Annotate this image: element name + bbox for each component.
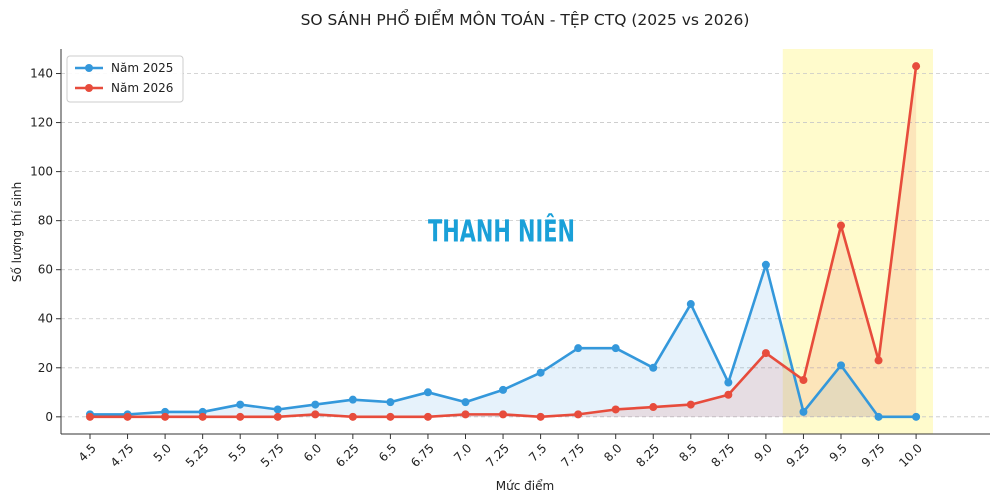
data-point bbox=[461, 410, 470, 419]
data-point bbox=[799, 407, 808, 416]
data-point bbox=[273, 412, 282, 421]
data-point bbox=[423, 388, 432, 397]
legend-marker-2026 bbox=[85, 84, 93, 92]
data-point bbox=[236, 412, 245, 421]
y-tick-label: 20 bbox=[38, 361, 53, 375]
y-tick-label: 0 bbox=[45, 410, 53, 424]
legend: Năm 2025 Năm 2026 bbox=[66, 55, 184, 103]
data-point bbox=[724, 390, 733, 399]
highlight-band bbox=[782, 49, 933, 434]
y-tick-label: 40 bbox=[38, 312, 53, 326]
series-area-1 bbox=[90, 66, 917, 417]
data-point bbox=[686, 400, 695, 409]
data-point bbox=[86, 412, 94, 421]
data-point bbox=[161, 412, 170, 421]
data-point bbox=[423, 412, 432, 421]
data-point bbox=[311, 400, 320, 409]
data-point bbox=[499, 385, 508, 394]
watermark-logo: THANH NIÊN bbox=[428, 214, 575, 250]
watermark-text: THANH NIÊN bbox=[428, 214, 575, 250]
legend-label-2025: Năm 2025 bbox=[111, 61, 173, 75]
data-point bbox=[649, 363, 658, 372]
data-point bbox=[273, 405, 282, 414]
data-point bbox=[536, 412, 545, 421]
data-point bbox=[837, 361, 845, 370]
legend-label-2026: Năm 2026 bbox=[111, 81, 173, 95]
data-point bbox=[461, 398, 470, 407]
y-tick-label: 120 bbox=[30, 116, 53, 130]
data-point bbox=[649, 403, 658, 412]
data-point bbox=[574, 344, 583, 353]
data-point bbox=[761, 260, 770, 269]
data-point bbox=[536, 368, 545, 377]
data-point bbox=[198, 412, 207, 421]
data-point bbox=[686, 300, 695, 309]
y-tick-label: 100 bbox=[30, 165, 53, 179]
data-point bbox=[837, 221, 845, 230]
y-tick-label: 80 bbox=[38, 214, 53, 228]
chart-title: SO SÁNH PHỔ ĐIỂM MÔN TOÁN - TỆP CTQ (202… bbox=[301, 8, 750, 29]
data-point bbox=[761, 349, 770, 358]
data-point bbox=[123, 412, 132, 421]
series-area-0 bbox=[90, 264, 917, 417]
y-tick-label: 140 bbox=[30, 67, 53, 81]
y-axis-label: Số lượng thí sinh bbox=[10, 182, 24, 282]
data-point bbox=[386, 412, 395, 421]
data-point bbox=[611, 405, 620, 414]
x-axis-label: Mức điểm bbox=[496, 479, 554, 493]
data-point bbox=[574, 410, 583, 419]
data-point bbox=[236, 400, 245, 409]
y-tick-label: 60 bbox=[38, 263, 53, 277]
data-point bbox=[311, 410, 320, 419]
data-point bbox=[874, 412, 883, 421]
legend-marker-2025 bbox=[85, 64, 93, 72]
data-point bbox=[912, 412, 921, 421]
data-point bbox=[348, 395, 357, 404]
data-point bbox=[912, 62, 921, 71]
data-point bbox=[874, 356, 883, 365]
data-point bbox=[348, 412, 357, 421]
data-point bbox=[386, 398, 395, 407]
data-point bbox=[724, 378, 733, 387]
data-point bbox=[799, 376, 808, 385]
data-point bbox=[499, 410, 508, 419]
data-point bbox=[611, 344, 620, 353]
